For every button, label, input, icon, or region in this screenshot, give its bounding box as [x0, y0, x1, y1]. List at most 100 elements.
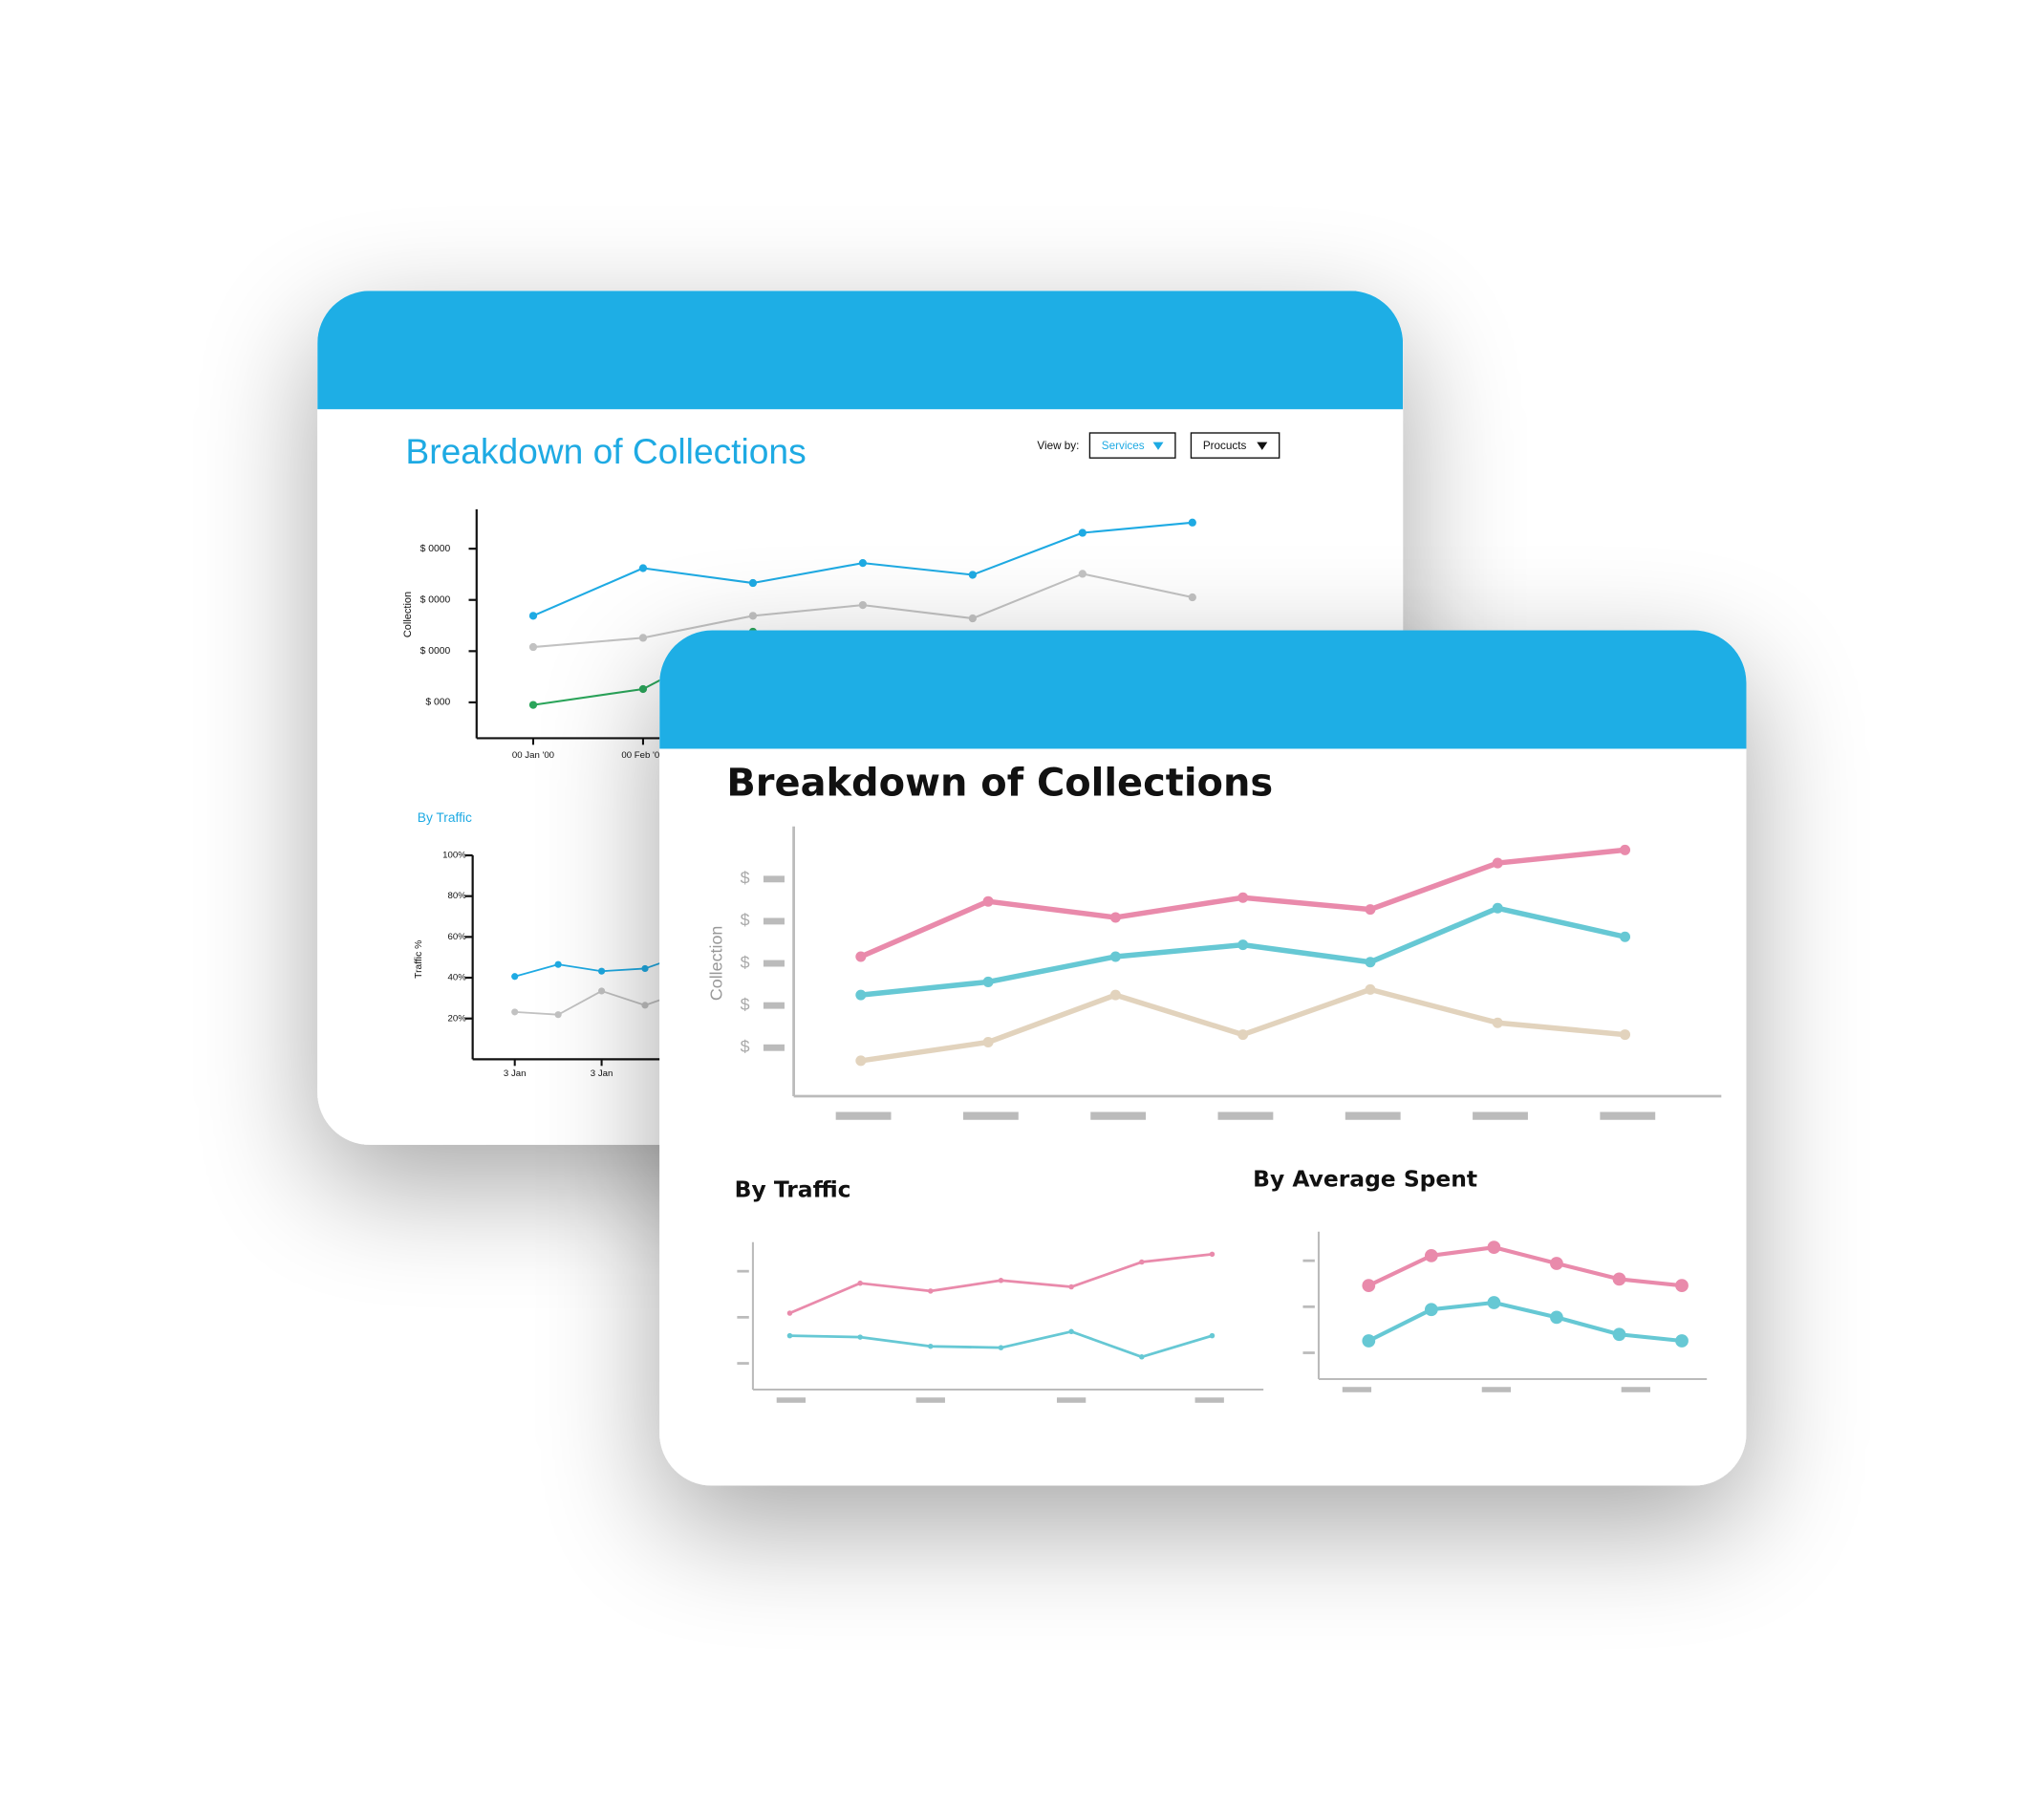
data-point — [1139, 1354, 1145, 1360]
data-point — [1109, 951, 1121, 962]
data-point — [597, 987, 606, 995]
dropdown-arrow — [1257, 442, 1268, 450]
data-point — [968, 571, 977, 579]
data-point — [1078, 528, 1087, 537]
section-title: By Average Spent — [1253, 1166, 1477, 1193]
dropdown-label[interactable]: Procucts — [1203, 440, 1247, 452]
chart — [1302, 1231, 1708, 1392]
y-tick — [763, 1002, 785, 1009]
data-point — [786, 1332, 793, 1339]
y-tick-label: $ — [741, 995, 750, 1014]
view-by-label: View by: — [1037, 440, 1079, 452]
data-point — [1362, 1279, 1376, 1293]
data-point — [858, 559, 868, 568]
dropdown[interactable]: Procucts — [1190, 432, 1280, 459]
series-line — [1367, 1300, 1683, 1344]
data-point — [528, 642, 538, 652]
front-card: Breakdown of Collections By Traffic By A… — [659, 630, 1747, 1486]
y-tick-label: $ — [741, 1037, 750, 1056]
data-point — [1492, 902, 1503, 914]
data-point — [554, 1011, 562, 1019]
y-tick-label: $ — [741, 869, 750, 888]
card-header — [317, 291, 1404, 410]
data-point — [786, 1310, 793, 1316]
data-point — [511, 973, 519, 981]
x-placeholder — [776, 1397, 806, 1403]
data-point — [1068, 1328, 1074, 1335]
data-point — [748, 612, 758, 620]
data-point — [1078, 570, 1087, 578]
data-point — [638, 564, 648, 572]
x-placeholder — [1473, 1111, 1528, 1120]
data-point — [641, 1002, 649, 1009]
data-point — [855, 989, 867, 1001]
data-point — [1188, 518, 1196, 527]
x-tick-label: 3 Jan — [504, 1068, 527, 1079]
y-axis-label: Collection — [706, 926, 725, 1001]
data-point — [1612, 1272, 1626, 1286]
data-point — [1188, 593, 1196, 602]
card-header — [659, 630, 1747, 749]
data-point — [1068, 1284, 1074, 1290]
data-point — [968, 614, 977, 623]
data-point — [1550, 1310, 1563, 1325]
series-line — [1367, 1245, 1683, 1288]
data-point — [857, 1280, 863, 1286]
x-tick-label: 3 Jan — [591, 1068, 613, 1079]
y-axis-label: Collection — [402, 592, 414, 637]
card-title: Breakdown of Collections — [405, 431, 806, 471]
data-point — [1612, 1327, 1626, 1342]
x-placeholder — [1217, 1111, 1274, 1120]
y-tick-label: 100% — [442, 851, 466, 861]
data-point — [528, 612, 538, 620]
data-point — [1550, 1257, 1563, 1270]
y-tick-label: $ 0000 — [420, 646, 451, 657]
data-point — [1365, 983, 1376, 995]
y-tick-label: 80% — [447, 891, 466, 901]
data-point — [982, 976, 994, 987]
data-point — [597, 967, 606, 975]
data-point — [1209, 1332, 1216, 1339]
data-point — [638, 684, 648, 694]
card-body — [659, 630, 1747, 1486]
y-tick-label: $ 0000 — [420, 594, 451, 605]
dropdown[interactable]: Services — [1088, 432, 1176, 459]
y-axis-label: Traffic % — [414, 940, 424, 979]
x-placeholder — [1621, 1387, 1650, 1392]
data-point — [928, 1288, 934, 1294]
dropdown-arrow — [1152, 442, 1164, 450]
data-point — [855, 951, 867, 962]
data-point — [1620, 931, 1631, 942]
y-tick-label: 60% — [447, 932, 466, 942]
x-placeholder — [1056, 1397, 1087, 1403]
x-placeholder — [915, 1397, 945, 1403]
data-point — [1237, 892, 1249, 903]
data-point — [1365, 957, 1376, 968]
y-tick-label: 40% — [447, 973, 466, 983]
data-point — [1492, 857, 1503, 869]
data-point — [998, 1345, 1004, 1350]
y-tick — [763, 917, 785, 925]
x-placeholder — [1342, 1387, 1372, 1392]
section-title: By Traffic — [418, 810, 472, 825]
data-point — [1109, 912, 1121, 923]
card-title: Breakdown of Collections — [726, 762, 1273, 806]
data-point — [1237, 939, 1249, 951]
data-point — [511, 1008, 519, 1016]
data-point — [982, 1037, 994, 1048]
x-placeholder — [1090, 1111, 1147, 1120]
x-placeholder — [962, 1111, 1019, 1120]
data-point — [748, 578, 758, 588]
data-point — [857, 1334, 863, 1340]
x-placeholder — [1194, 1397, 1224, 1403]
y-tick-label: $ 000 — [425, 698, 450, 708]
y-tick — [763, 875, 785, 883]
y-tick — [763, 960, 785, 967]
data-point — [982, 895, 994, 907]
y-tick — [763, 1044, 785, 1051]
chart — [737, 1241, 1264, 1403]
data-point — [1492, 1017, 1503, 1028]
data-point — [1675, 1334, 1689, 1348]
dropdown-label[interactable]: Services — [1102, 440, 1145, 452]
